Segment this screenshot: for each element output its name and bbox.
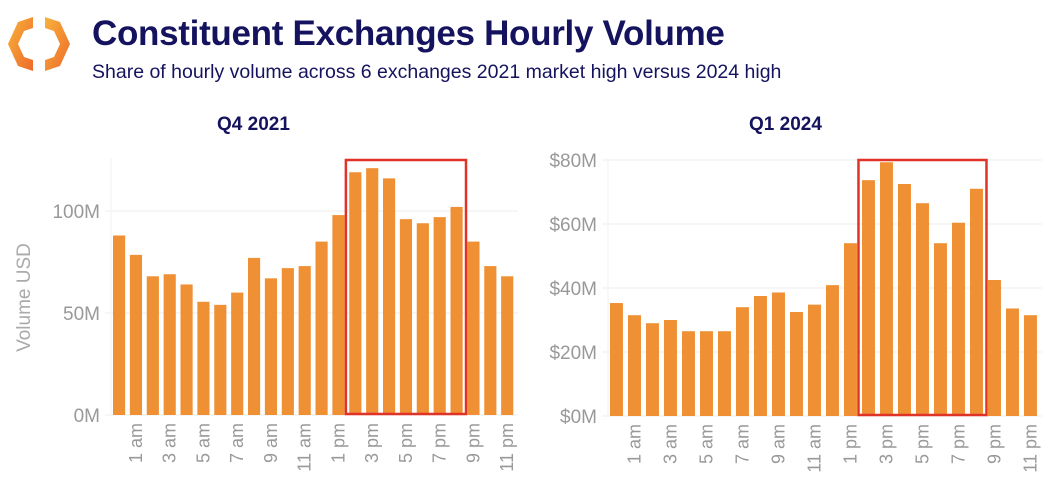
bar-3-pm [880, 162, 893, 416]
bar-10-pm [484, 266, 497, 415]
bar-3-am [664, 320, 677, 416]
bar-6-pm [416, 223, 429, 415]
bar-12-pm [826, 285, 839, 416]
bar-11-am [808, 304, 821, 416]
y-tick-label: 0M [74, 406, 100, 427]
highlight-box [857, 158, 988, 417]
x-tick-label: 7 pm [948, 424, 968, 464]
chart-title-q4-2021: Q4 2021 [217, 114, 290, 135]
y-tick-label: $0M [560, 407, 597, 428]
logo-icon [8, 17, 70, 71]
x-tick-label: 11 am [804, 424, 824, 473]
y-tick-label: $40M [549, 279, 597, 300]
x-tick-label: 7 am [732, 424, 752, 464]
bar-10-am [281, 268, 294, 415]
bar-2-pm [349, 172, 362, 415]
bar-5-pm [399, 219, 413, 415]
x-tick-label: 3 am [160, 423, 180, 463]
bar-1-am [129, 254, 143, 415]
x-tick-label: 11 am [295, 423, 315, 472]
x-tick-label: 3 pm [362, 423, 382, 463]
x-tick-label: 5 am [193, 423, 213, 463]
x-tick-label: 9 am [261, 423, 281, 463]
bar-4-pm [383, 178, 396, 415]
y-tick-label: 100M [52, 202, 100, 223]
bar-7-am [231, 292, 244, 415]
bar-8-pm [450, 206, 463, 415]
bar-4-am [682, 331, 695, 416]
y-tick-label: $20M [549, 343, 597, 364]
x-tick-label: 5 am [696, 424, 716, 464]
bar-7-pm [952, 222, 965, 416]
x-tick-label: 1 am [126, 423, 146, 463]
bar-3-am [163, 274, 176, 415]
bar-8-am [248, 257, 261, 415]
x-tick-label: 7 am [227, 423, 247, 463]
bar-4-am [180, 284, 193, 415]
bar-6-am [718, 331, 731, 416]
bar-5-am [197, 301, 210, 415]
bar-12-am [113, 235, 126, 415]
bar-2-am [146, 276, 159, 415]
highlight-box [344, 158, 468, 416]
bar-6-pm [934, 243, 947, 416]
x-tick-label: 9 pm [984, 424, 1004, 464]
x-tick-label: 5 pm [912, 424, 932, 464]
chart-title-q1-2024: Q1 2024 [749, 114, 822, 135]
bar-9-pm [988, 280, 1001, 416]
bar-4-pm [898, 184, 911, 416]
bar-10-pm [1006, 308, 1019, 416]
bar-5-pm [916, 203, 929, 416]
y-tick-label: 50M [63, 304, 100, 325]
bar-5-am [700, 331, 713, 416]
bar-6-am [214, 304, 227, 415]
y-tick-label: $80M [549, 151, 597, 172]
x-tick-label: 1 pm [328, 423, 348, 463]
bar-1-pm [844, 243, 857, 416]
x-tick-label: 11 pm [497, 423, 517, 472]
y-tick-label: $60M [549, 215, 597, 236]
bar-2-am [646, 323, 659, 416]
x-tick-label: 5 pm [396, 423, 416, 463]
x-tick-label: 9 pm [463, 423, 483, 463]
bar-11-pm [501, 276, 514, 415]
x-tick-label: 11 pm [1020, 424, 1040, 473]
bar-7-am [736, 307, 749, 416]
bar-9-am [264, 278, 278, 415]
x-tick-label: 3 pm [876, 424, 896, 464]
x-tick-label: 7 pm [430, 423, 450, 463]
bar-12-am [610, 303, 623, 416]
bar-2-pm [862, 180, 875, 416]
bar-9-pm [467, 241, 480, 415]
bar-11-am [298, 266, 311, 415]
y-axis-label: Volume USD [14, 243, 35, 352]
bar-1-pm [332, 215, 345, 415]
x-tick-label: 9 am [768, 424, 788, 464]
bar-3-pm [366, 168, 379, 415]
bar-8-pm [970, 188, 983, 416]
page-subtitle: Share of hourly volume across 6 exchange… [92, 61, 782, 83]
bar-9-am [772, 292, 785, 416]
x-tick-label: 1 am [624, 424, 644, 464]
bar-11-pm [1024, 315, 1037, 416]
bar-12-pm [315, 241, 328, 415]
bar-8-am [754, 296, 767, 416]
bar-10-am [790, 312, 803, 416]
x-tick-label: 1 pm [840, 424, 860, 464]
bar-1-am [628, 315, 641, 416]
x-tick-label: 3 am [660, 424, 680, 464]
bar-7-pm [433, 217, 446, 415]
page-title: Constituent Exchanges Hourly Volume [92, 14, 725, 53]
